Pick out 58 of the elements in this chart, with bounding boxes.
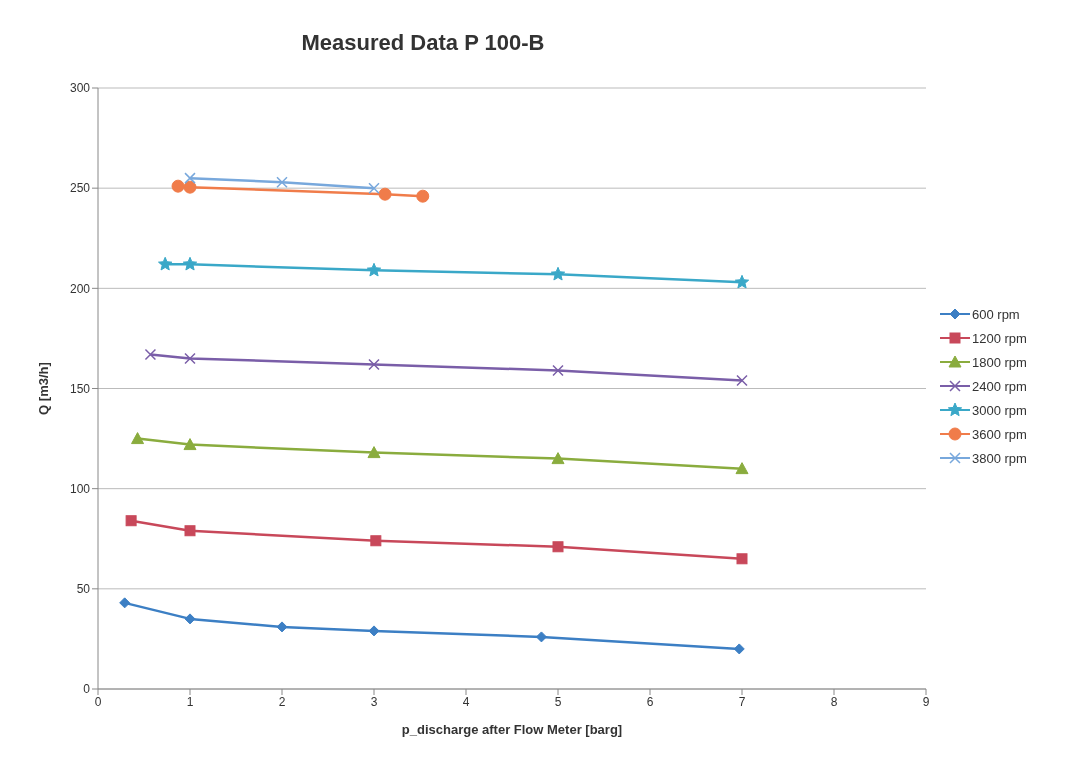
legend-label: 1800 rpm [972,354,1027,370]
y-tick-label: 100 [69,481,91,496]
x-tick-label: 4 [462,694,470,709]
x-tick-label: 0 [94,694,102,709]
point [184,172,196,184]
y-tick-label: 200 [69,281,91,296]
point [416,189,430,203]
point [158,256,173,271]
x-tick-label: 3 [370,694,378,709]
point [736,374,748,387]
x-tick-label: 7 [738,694,746,709]
legend-label: 3600 rpm [972,426,1027,442]
point [184,613,196,625]
point [182,256,198,271]
y-tick-label: 250 [69,181,91,196]
point [183,438,197,451]
point [735,462,749,475]
point [378,187,392,201]
point [184,352,196,365]
point [183,180,197,194]
point [368,358,380,371]
point [550,266,566,281]
point [144,348,157,361]
x-tick-label: 5 [554,694,562,709]
legend-label: 2400 rpm [972,378,1027,394]
point [736,553,748,565]
point [734,274,750,289]
legend-label: 3800 rpm [972,450,1027,466]
legend-label: 3000 rpm [972,402,1027,418]
x-tick-label: 2 [278,694,286,709]
point [367,446,381,459]
chart-title: Measured Data P 100-B [300,30,546,56]
x-axis-title: p_discharge after Flow Meter [barg] [401,722,623,737]
legend-label: 600 rpm [972,306,1020,322]
point [119,597,131,609]
x-tick-label: 1 [186,694,194,709]
y-tick-label: 300 [69,81,91,96]
point [276,621,288,633]
x-tick-label: 6 [646,694,654,709]
point [171,179,185,193]
point [368,182,380,194]
y-tick-label: 150 [69,381,91,396]
point [366,262,382,277]
point [368,625,380,637]
x-tick-label: 9 [922,694,930,709]
point [370,535,382,547]
point [184,525,196,537]
legend-label: 1200 rpm [972,330,1027,346]
y-tick-label: 0 [83,682,91,697]
x-tick-label: 8 [830,694,838,709]
point [551,452,565,465]
point [131,432,145,445]
y-axis-title: Q [m3/h] [35,362,51,415]
point [552,364,564,377]
point [276,176,288,188]
y-tick-label: 50 [76,582,91,597]
point [125,515,137,527]
point [552,541,564,553]
